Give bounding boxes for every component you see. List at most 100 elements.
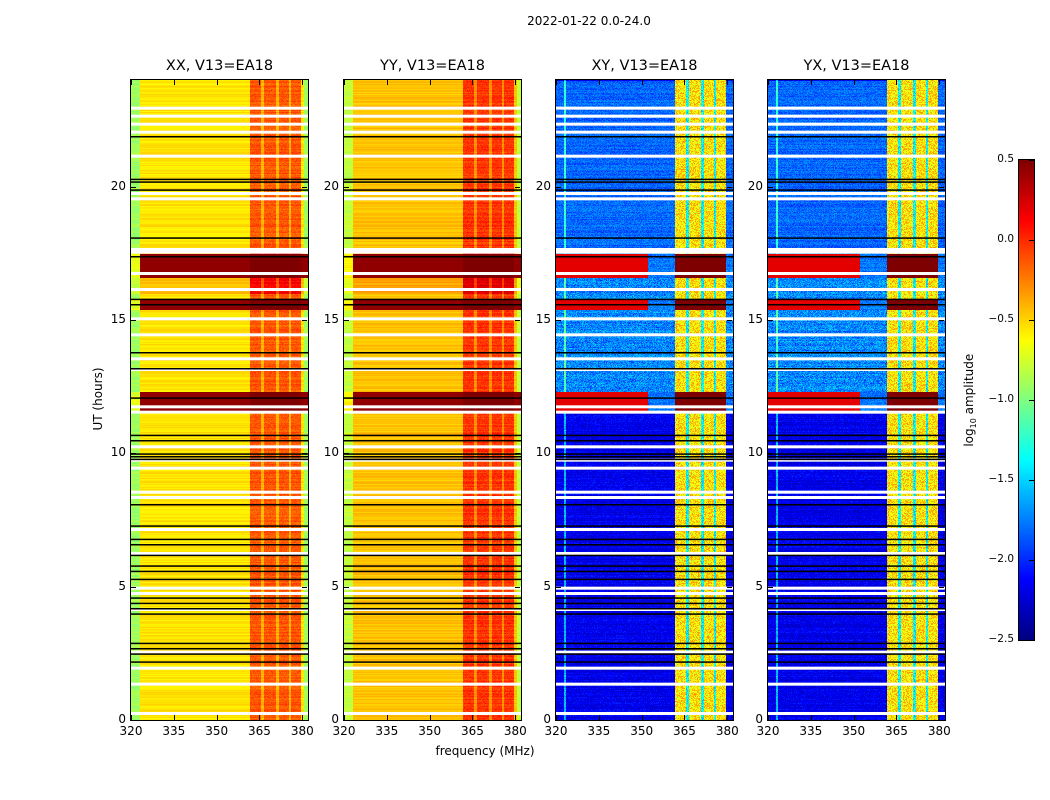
heatmap-yx bbox=[768, 80, 945, 720]
colorbar-tick-label: −0.5 bbox=[988, 313, 1015, 325]
x-tick-mark bbox=[641, 715, 643, 720]
x-tick-mark bbox=[131, 715, 132, 720]
y-tick-mark bbox=[515, 320, 520, 321]
y-tick-label: 0 bbox=[755, 712, 763, 726]
x-tick-label: 320 bbox=[332, 724, 356, 738]
y-tick-mark bbox=[302, 320, 307, 321]
x-tick-mark bbox=[810, 80, 812, 85]
y-tick-label: 5 bbox=[755, 578, 763, 593]
x-tick-label: 380 bbox=[927, 724, 951, 738]
y-tick-mark bbox=[515, 720, 520, 721]
y-tick-label: 15 bbox=[535, 312, 551, 326]
y-tick-mark bbox=[768, 586, 773, 588]
colorbar-tick-label: 0.0 bbox=[997, 233, 1014, 245]
x-tick-label: 320 bbox=[756, 724, 780, 738]
x-tick-label: 350 bbox=[205, 724, 229, 738]
x-tick-mark bbox=[386, 80, 388, 85]
colorbar-tick-label: −1.5 bbox=[988, 473, 1015, 485]
colorbar-tick-label: −2.0 bbox=[988, 553, 1015, 565]
y-tick-mark bbox=[131, 720, 136, 721]
x-tick-label: 365 bbox=[673, 724, 696, 738]
colorbar-tick-mark bbox=[1029, 320, 1034, 321]
x-tick-mark bbox=[768, 715, 769, 720]
x-tick-label: 380 bbox=[503, 724, 527, 738]
figure-suptitle: 2022-01-22 0.0-24.0 bbox=[527, 14, 651, 28]
x-tick-label: 350 bbox=[842, 724, 866, 738]
x-tick-mark bbox=[896, 715, 898, 720]
x-tick-mark bbox=[853, 80, 855, 85]
x-tick-mark bbox=[216, 80, 218, 85]
x-tick-mark bbox=[598, 80, 600, 85]
x-tick-mark bbox=[259, 715, 261, 720]
x-tick-label: 350 bbox=[418, 724, 442, 738]
y-tick-mark bbox=[131, 320, 136, 321]
y-tick-mark bbox=[344, 453, 349, 455]
x-tick-mark bbox=[173, 80, 175, 85]
y-tick-mark bbox=[344, 186, 349, 188]
x-tick-mark bbox=[515, 715, 517, 720]
y-tick-mark bbox=[727, 586, 732, 588]
colorbar-tick-label: −1.0 bbox=[988, 393, 1015, 405]
panel-yx bbox=[767, 79, 946, 721]
x-tick-mark bbox=[939, 715, 941, 720]
y-tick-mark bbox=[556, 720, 561, 721]
y-tick-mark bbox=[768, 453, 773, 455]
y-tick-label: 5 bbox=[118, 578, 126, 593]
y-tick-mark bbox=[344, 586, 349, 588]
colorbar-label-sub: 10 bbox=[969, 418, 979, 429]
y-tick-label: 5 bbox=[543, 578, 551, 593]
y-tick-mark bbox=[131, 453, 136, 455]
y-tick-mark bbox=[939, 320, 944, 321]
panel-xx bbox=[130, 79, 309, 721]
x-tick-label: 335 bbox=[162, 724, 186, 738]
y-tick-mark bbox=[131, 186, 136, 188]
y-tick-mark bbox=[727, 720, 732, 721]
y-tick-label: 0 bbox=[543, 712, 551, 726]
heatmap-xy bbox=[556, 80, 733, 720]
y-tick-mark bbox=[302, 720, 307, 721]
x-tick-label: 350 bbox=[630, 724, 654, 738]
y-tick-label: 10 bbox=[110, 445, 126, 460]
y-tick-mark bbox=[515, 586, 520, 588]
colorbar-gradient bbox=[1019, 160, 1034, 640]
colorbar-tick-mark bbox=[1029, 160, 1034, 161]
x-tick-mark bbox=[259, 80, 261, 85]
x-tick-label: 380 bbox=[290, 724, 314, 738]
y-tick-mark bbox=[515, 453, 520, 455]
x-tick-mark bbox=[386, 715, 388, 720]
y-tick-label: 0 bbox=[118, 712, 126, 726]
x-tick-mark bbox=[853, 715, 855, 720]
colorbar-tick-mark bbox=[1029, 480, 1034, 481]
x-tick-mark bbox=[810, 715, 812, 720]
x-tick-mark bbox=[472, 715, 474, 720]
y-tick-label: 20 bbox=[747, 178, 763, 193]
y-tick-mark bbox=[556, 186, 561, 188]
x-tick-mark bbox=[684, 80, 686, 85]
x-tick-mark bbox=[684, 715, 686, 720]
y-tick-label: 15 bbox=[110, 312, 126, 326]
y-tick-mark bbox=[768, 720, 773, 721]
x-tick-mark bbox=[556, 80, 557, 85]
x-tick-label: 365 bbox=[885, 724, 908, 738]
x-tick-mark bbox=[344, 715, 345, 720]
panel-title-xx: XX, V13=EA18 bbox=[165, 58, 274, 74]
colorbar-label-prefix: log bbox=[961, 428, 976, 447]
colorbar-tick-label: 0.5 bbox=[997, 153, 1014, 165]
y-tick-label: 0 bbox=[331, 712, 339, 726]
y-tick-label: 10 bbox=[535, 445, 551, 460]
y-tick-mark bbox=[556, 320, 561, 321]
x-tick-mark bbox=[173, 715, 175, 720]
x-tick-mark bbox=[216, 715, 218, 720]
y-tick-label: 10 bbox=[747, 445, 763, 460]
panel-title-yx: YX, V13=EA18 bbox=[803, 58, 910, 74]
x-axis-label: frequency (MHz) bbox=[435, 744, 535, 758]
x-tick-mark bbox=[429, 80, 431, 85]
x-tick-mark bbox=[515, 80, 517, 85]
y-axis-label: UT (hours) bbox=[91, 367, 105, 431]
heatmap-xx bbox=[131, 80, 308, 720]
y-tick-mark bbox=[727, 186, 732, 188]
x-tick-mark bbox=[727, 715, 729, 720]
y-tick-mark bbox=[344, 320, 349, 321]
y-tick-label: 20 bbox=[110, 178, 126, 193]
y-tick-mark bbox=[344, 720, 349, 721]
